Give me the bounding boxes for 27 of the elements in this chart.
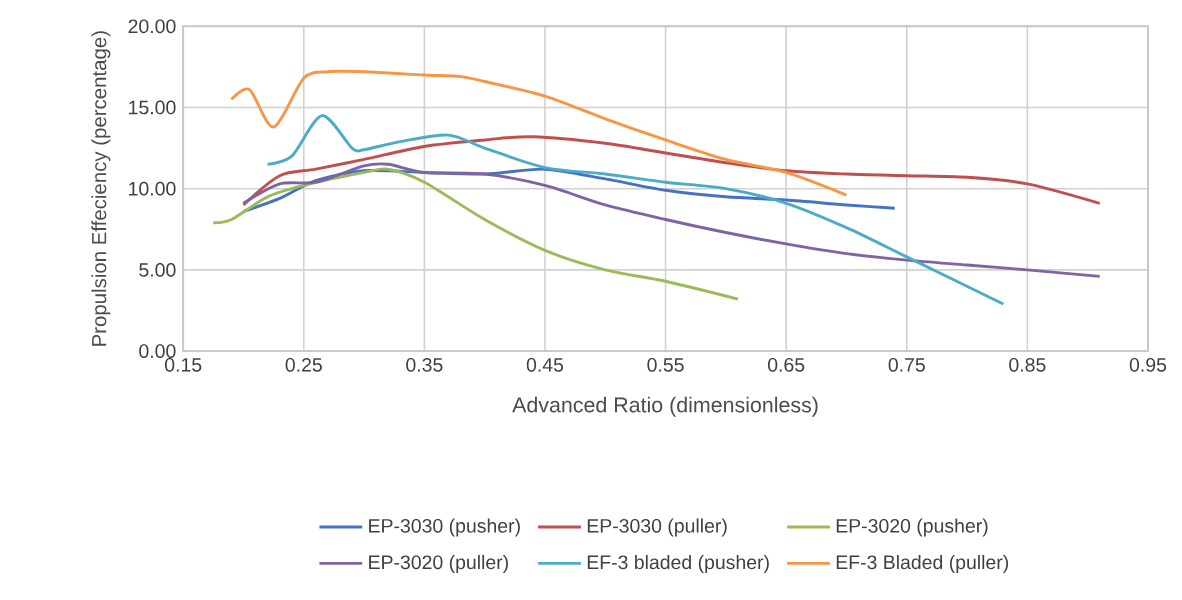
- x-tick-label: 0.45: [526, 357, 564, 372]
- line-series: [211, 167, 740, 301]
- y-tick-label: 0.00: [139, 344, 176, 358]
- y-tick-label: 15.00: [129, 100, 176, 115]
- legend-label: EP-3030 (pusher): [369, 518, 520, 537]
- x-tick-label: 0.95: [1129, 357, 1167, 372]
- line-series: [229, 69, 848, 197]
- line-series: [242, 135, 1102, 207]
- legend-label: EP-3020 (puller): [369, 554, 508, 573]
- x-tick-label: 0.65: [768, 357, 805, 372]
- x-axis-title: Advanced Ratio (dimensionless): [512, 396, 818, 417]
- legend-label: EP-3030 (puller): [587, 518, 727, 537]
- x-tick-label: 0.55: [647, 357, 684, 372]
- x-tick-label: 0.15: [165, 357, 202, 372]
- line-series: [266, 114, 1005, 306]
- y-tick-label: 5.00: [139, 262, 176, 277]
- y-axis-title: Propulsion Effeciency (percentage): [91, 31, 111, 346]
- x-tick-label: 0.35: [406, 357, 443, 372]
- y-tick-label: 10.00: [129, 181, 176, 196]
- x-tick-label: 0.25: [285, 357, 322, 372]
- x-tick-label: 0.75: [888, 357, 925, 372]
- y-tick-label: 20.00: [128, 19, 176, 34]
- legend-label: EP-3020 (pusher): [836, 518, 988, 537]
- x-tick-label: 0.85: [1009, 357, 1046, 372]
- legend-label: EF-3 bladed (pusher): [587, 554, 769, 573]
- line-series: [242, 162, 1102, 278]
- legend-label: EF-3 Bladed (puller): [836, 554, 1009, 573]
